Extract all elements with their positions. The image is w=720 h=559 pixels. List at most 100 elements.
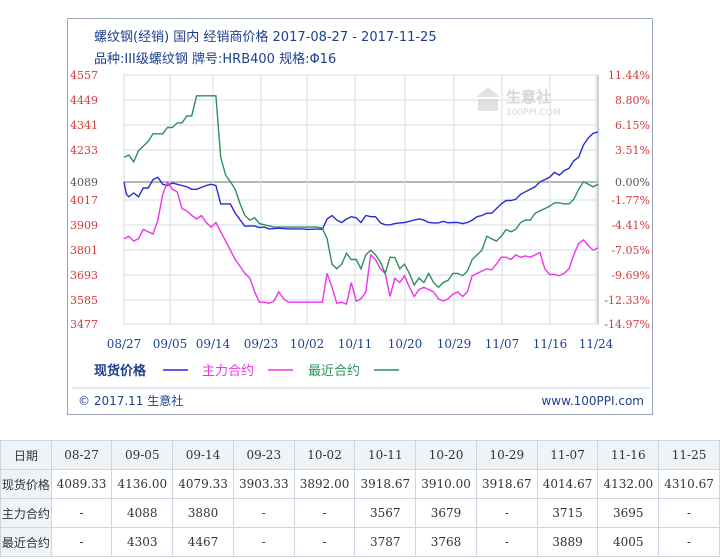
x-tick-label: 09/14: [196, 337, 231, 351]
table-cell: 3892.00: [293, 469, 356, 499]
table-header-cell: 09-05: [111, 440, 174, 470]
legend-item: 主力合约: [202, 364, 293, 379]
x-tick-label: 10/11: [338, 337, 373, 351]
table-cell: 3918.67: [475, 469, 538, 499]
table-header-cell: 08-27: [50, 440, 113, 470]
x-tick-label: 10/29: [437, 337, 472, 351]
table-cell: 4132.00: [597, 469, 660, 499]
table-header-cell: 09-14: [172, 440, 234, 470]
table-cell: 4005: [597, 527, 660, 557]
y-tick-label-right: 11.44%: [608, 69, 650, 82]
x-tick-label: 11/07: [485, 337, 520, 351]
table-row: 现货价格 4089.33 4136.00 4079.33 3903.33 3892.00 3…: [0, 469, 720, 499]
y-tick-label-right: -12.33%: [604, 294, 650, 307]
table-header-cell: 日期: [0, 440, 52, 470]
legend-label: 主力合约: [202, 364, 254, 379]
table-header-cell: 11-25: [658, 440, 720, 470]
table-cell: 4014.67: [536, 469, 599, 499]
table-cell: -: [658, 527, 720, 557]
y-tick-label-left: 4017: [70, 194, 98, 207]
table-row-label: 主力合约: [0, 498, 52, 528]
table-cell: 3768: [415, 527, 477, 557]
footer-link[interactable]: www.100PPI.com: [541, 394, 644, 408]
table-cell: 4467: [172, 527, 234, 557]
table-cell: 3889: [536, 527, 599, 557]
y-tick-label-right: 3.51%: [615, 144, 650, 157]
chart-title: 螺纹钢(经销) 国内 经销商价格 2017-08-27 - 2017-11-25: [94, 29, 437, 45]
table-cell: -: [293, 498, 356, 528]
series-line: [123, 180, 599, 305]
y-axis-left: 4557 4449 4341 4233 4089 4017 3909 3801 3693 3585…: [70, 69, 98, 331]
y-tick-label-left: 4557: [70, 69, 98, 82]
chart-panel: 螺纹钢(经销) 国内 经销商价格 2017-08-27 - 2017-11-25…: [67, 18, 653, 415]
table-row-label: 最近合约: [0, 527, 52, 557]
y-tick-label-left: 3693: [70, 269, 98, 282]
table-cell: 4310.67: [658, 469, 720, 499]
y-tick-label-left: 4449: [70, 94, 98, 107]
table-row: 最近合约 -4303 4467- -3787 3768-3889 4005-: [0, 527, 720, 557]
table-cell: -: [232, 498, 295, 528]
price-table-body: 日期 08-27 09-05 09-14 09-23 10-02 10-11 10-20 10-…: [0, 440, 720, 557]
table-cell: -: [50, 498, 113, 528]
y-tick-label-right: -4.41%: [611, 219, 650, 232]
table-cell: -: [50, 527, 113, 557]
legend: 现货价格 主力合约 最近合约: [94, 363, 399, 379]
table-cell: 4088: [111, 498, 174, 528]
watermark: 生意社 100PPI.COM: [476, 87, 561, 118]
watermark-logo-icon: [476, 87, 500, 111]
table-header-cell: 10-20: [415, 440, 477, 470]
price-table: 日期 08-27 09-05 09-14 09-23 10-02 10-11 10-20 10-…: [0, 440, 720, 557]
table-header-cell: 10-02: [293, 440, 356, 470]
table-header-cell: 10-11: [354, 440, 417, 470]
table-row-label: 现货价格: [0, 469, 52, 499]
y-tick-label-right: -7.05%: [611, 244, 650, 257]
x-tick-label: 11/16: [533, 337, 568, 351]
legend-label: 最近合约: [308, 364, 360, 379]
x-axis: 08/27 09/05 09/14 09/23 10/02 10/11 10/20 10/29…: [107, 337, 614, 351]
legend-item: 最近合约: [308, 364, 399, 379]
watermark-url: 100PPI.COM: [506, 108, 561, 118]
legend-label: 现货价格: [94, 363, 147, 379]
line-chart: 螺纹钢(经销) 国内 经销商价格 2017-08-27 - 2017-11-25…: [70, 29, 650, 408]
table-header-row: 日期 08-27 09-05 09-14 09-23 10-02 10-11 10-20 10-…: [0, 440, 720, 470]
legend-item: 现货价格: [94, 363, 188, 379]
table-cell: 3880: [172, 498, 234, 528]
x-tick-label: 10/20: [388, 337, 423, 351]
y-tick-label-right: 0.00%: [615, 176, 650, 189]
x-tick-label: 10/02: [290, 337, 325, 351]
table-cell: 4136.00: [111, 469, 174, 499]
chart-subtitle: 品种:III级螺纹钢 牌号:HRB400 规格:Φ16: [94, 51, 336, 67]
table-cell: 4303: [111, 527, 174, 557]
series-layer: [123, 95, 599, 305]
y-tick-label-left: 4089: [70, 176, 98, 189]
y-axis-right: 11.44% 8.80% 6.15% 3.51% 0.00% -1.77% -4.41% -7…: [604, 69, 650, 331]
x-tick-label: 09/23: [244, 337, 279, 351]
y-tick-label-right: 8.80%: [615, 94, 650, 107]
y-tick-label-left: 4233: [70, 144, 98, 157]
table-header-cell: 11-16: [597, 440, 660, 470]
x-tick-label: 09/05: [153, 337, 188, 351]
table-header-cell: 11-07: [536, 440, 599, 470]
y-tick-label-left: 3909: [70, 219, 98, 232]
y-tick-label-right: -9.69%: [611, 269, 650, 282]
table-cell: 3679: [415, 498, 477, 528]
table-header-cell: 10-29: [475, 440, 538, 470]
table-cell: -: [293, 527, 356, 557]
table-header-cell: 09-23: [232, 440, 295, 470]
y-tick-label-left: 3477: [70, 318, 98, 331]
footer-copyright: © 2017.11 生意社: [78, 393, 183, 408]
y-tick-label-left: 4341: [70, 119, 98, 132]
table-cell: 3903.33: [232, 469, 295, 499]
table-row: 主力合约 -4088 3880- -3567 3679-3715 3695-: [0, 498, 720, 528]
table-cell: 3910.00: [415, 469, 477, 499]
y-tick-label-right: -1.77%: [611, 194, 650, 207]
x-tick-label: 11/24: [579, 337, 614, 351]
table-cell: 4079.33: [172, 469, 234, 499]
x-tick-label: 08/27: [107, 337, 142, 351]
series-line: [123, 131, 599, 231]
watermark-name: 生意社: [506, 88, 551, 106]
table-cell: 3787: [354, 527, 417, 557]
y-tick-label-left: 3801: [70, 244, 98, 257]
y-tick-label-left: 3585: [70, 294, 98, 307]
table-cell: 4089.33: [50, 469, 113, 499]
